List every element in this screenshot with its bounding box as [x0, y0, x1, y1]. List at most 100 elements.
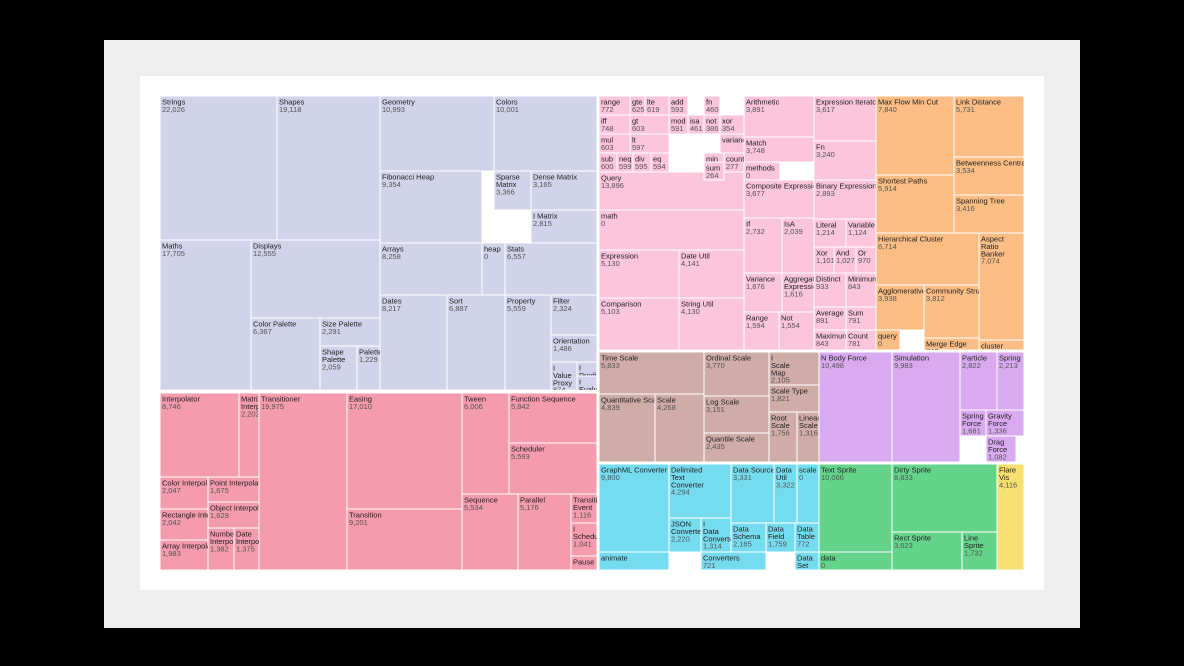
treemap-cell-util-stats[interactable]: Stats 6,557	[504, 242, 598, 296]
treemap-cell-query-maximum[interactable]: Maximum 843	[813, 329, 849, 351]
treemap-cell-cluster-spanning-tree[interactable]: Spanning Tree 3,416	[953, 194, 1025, 234]
treemap-cell-util-color-palette[interactable]: Color Palette 6,367	[250, 317, 321, 391]
treemap-cell-cluster-max-flow-min-cut[interactable]: Max Flow Min Cut 7,840	[875, 95, 955, 176]
treemap-cell-animate-point-interpolator[interactable]: Point Interpolator 1,675	[207, 476, 268, 503]
treemap-cell-animate-transition[interactable]: Transition 9,201	[346, 508, 463, 571]
treemap-cell-query-string-util[interactable]: String Util 4,130	[678, 297, 745, 351]
treemap-cell-util-dates[interactable]: Dates 8,217	[379, 294, 448, 391]
treemap-cell-util-orientation[interactable]: Orientation 1,486	[550, 334, 598, 363]
treemap-cell-scale-ordinal-scale[interactable]: Ordinal Scale 3,770	[703, 351, 770, 397]
treemap-cell-query-expression[interactable]: Expression 5,130	[598, 249, 680, 299]
treemap-cell-query-iff[interactable]: iff 748	[598, 114, 631, 135]
treemap-cell-query-aggregate-expression[interactable]: Aggregate Expression 1,616	[781, 272, 821, 313]
treemap-cell-animate-number-interpolator[interactable]: Number Interpolator 1,382	[207, 527, 248, 571]
treemap-cell-util-heap[interactable]: heap 0	[481, 242, 506, 296]
treemap-cell-animate-interpolator[interactable]: Interpolator 8,746	[159, 392, 240, 478]
treemap-cell-animate-sequence[interactable]: Sequence 5,534	[461, 493, 519, 571]
treemap-cell-query-binary-expression[interactable]: Binary Expression 2,893	[813, 179, 877, 220]
treemap-cell-query-if[interactable]: If 2,732	[743, 217, 783, 274]
treemap-cell-query-count[interactable]: count 277	[723, 152, 745, 173]
treemap-cell-data-data-set[interactable]: Data Set	[794, 551, 820, 571]
treemap-cell-query-arithmetic[interactable]: Arithmetic 3,891	[743, 95, 815, 138]
treemap-cell-query-range[interactable]: Range 1,594	[743, 311, 780, 351]
treemap-cell-query-and[interactable]: And 1,027	[833, 246, 857, 274]
treemap-cell-data-i-data-converter[interactable]: I Data Converter 1,314	[700, 517, 736, 553]
treemap-cell-physics-gravity-force[interactable]: Gravity Force 1,336	[985, 409, 1025, 437]
treemap-cell-cluster-link-distance[interactable]: Link Distance 5,731	[953, 95, 1025, 158]
treemap-cell-animate-array-interpolator[interactable]: Array Interpolator 1,983	[159, 539, 220, 571]
treemap-cell-data-data-schema[interactable]: Data Schema 2,165	[730, 522, 767, 553]
treemap-cell-query-neq[interactable]: neq 599	[616, 152, 634, 173]
treemap-cell-query-methods[interactable]: methods 0	[743, 161, 781, 181]
treemap-cell-scale-scale[interactable]: Scale 4,268	[654, 393, 705, 463]
treemap-cell-label-dirty-sprite[interactable]: Dirty Sprite 8,833	[891, 463, 998, 533]
treemap-cell-data-data-table[interactable]: Data Table 772	[794, 522, 820, 553]
treemap-cell-query-isa[interactable]: isa 461	[687, 114, 705, 135]
treemap-cell-physics-drag-force[interactable]: Drag Force 1,082	[985, 435, 1017, 463]
treemap-cell-data-delimited-text-converter[interactable]: Delimited Text Converter 4,294	[668, 463, 732, 519]
treemap-cell-cluster-query[interactable]: query 0	[875, 329, 901, 351]
treemap-cell-util-sparse-matrix[interactable]: Sparse Matrix 3,366	[493, 170, 532, 211]
treemap-cell-query-or[interactable]: Or 970	[855, 246, 877, 274]
treemap-cell-scale-log-scale[interactable]: Log Scale 3,151	[703, 395, 770, 434]
treemap-cell-scale-linear-scale[interactable]: Linear Scale 1,316	[796, 411, 820, 463]
treemap-cell-animate-parallel[interactable]: Parallel 5,176	[517, 493, 572, 571]
treemap-cell-cluster-betweenness-centrality[interactable]: Betweenness Centrality 3,534	[953, 156, 1035, 196]
treemap-cell-util-strings[interactable]: Strings 22,026	[159, 95, 278, 241]
treemap-cell-query-div[interactable]: div 595	[632, 152, 652, 173]
treemap-cell-animate-tween[interactable]: Tween 6,006	[461, 392, 510, 495]
treemap-cell-util-dense-matrix[interactable]: Dense Matrix 3,165	[530, 170, 598, 211]
treemap-cell-scale-root-scale[interactable]: Root Scale 1,756	[768, 411, 798, 463]
treemap-cell-label-rect-sprite[interactable]: Rect Sprite 3,623	[891, 531, 963, 571]
treemap-cell-util-property[interactable]: Property 5,559	[504, 294, 552, 391]
treemap-cell-physics-particle[interactable]: Particle 2,822	[959, 351, 998, 411]
treemap-cell-cluster-cluster[interactable]: cluster	[978, 339, 1025, 351]
treemap-cell-animate-i-schedulable[interactable]: I Schedulable 1,041	[570, 522, 614, 557]
treemap-cell-query-mod[interactable]: mod 591	[668, 114, 689, 135]
treemap-cell-cluster-shortest-paths[interactable]: Shortest Paths 5,914	[875, 174, 955, 234]
treemap-cell-physics-spring-force[interactable]: Spring Force 1,681	[959, 409, 987, 437]
treemap-cell-util-displays[interactable]: Displays 12,555	[250, 239, 381, 319]
treemap-cell-query-sub[interactable]: sub 600	[598, 152, 618, 173]
treemap-cell-animate-transitioner[interactable]: Transitioner 19,975	[258, 392, 348, 571]
treemap-cell-label-line-sprite[interactable]: Line Sprite 1,732	[961, 531, 998, 571]
treemap-cell-data-converters[interactable]: Converters 721	[700, 551, 767, 571]
treemap-cell-query-gte[interactable]: gte 625	[629, 95, 646, 116]
treemap-cell-scale-quantile-scale[interactable]: Quantile Scale 2,435	[703, 432, 770, 463]
treemap-cell-query-composite-expression[interactable]: Composite Expression 3,677	[743, 179, 821, 219]
treemap-cell-util-colors[interactable]: Colors 10,001	[493, 95, 598, 172]
treemap-cell-data-data-util[interactable]: Data Util 3,322	[773, 463, 798, 524]
treemap-cell-query-fn[interactable]: Fn 3,240	[813, 140, 877, 181]
treemap-cell-data-scale[interactable]: scale 0	[796, 463, 820, 524]
treemap-cell-util-fibonacci-heap[interactable]: Fibonacci Heap 9,354	[379, 170, 483, 244]
treemap-cell-util-shapes[interactable]: Shapes 19,118	[276, 95, 381, 241]
treemap-cell-util-palette[interactable]: Palette 1,229	[356, 345, 382, 391]
treemap-cell-animate-pause[interactable]: Pause	[570, 555, 598, 571]
treemap-cell-query-comparison[interactable]: Comparison 5,103	[598, 297, 680, 351]
treemap-cell-query-not[interactable]: Not 1,554	[778, 311, 815, 351]
treemap-cell-query-fn[interactable]: fn 460	[703, 95, 721, 116]
treemap-cell-animate-rectangle-interpolator[interactable]: Rectangle Interpolator 2,042	[159, 508, 236, 541]
treemap-cell-query-mul[interactable]: mul 603	[598, 133, 631, 154]
treemap-cell-util-i-evaluable[interactable]: IEvaluable335	[576, 375, 612, 401]
treemap-cell-util-filter[interactable]: Filter 2,324	[550, 294, 598, 336]
treemap-cell-physics-n-body-force[interactable]: N Body Force 10,498	[818, 351, 893, 463]
treemap-cell-query-range[interactable]: range 772	[598, 95, 631, 116]
treemap-cell-util-i-value-proxy[interactable]: I Value Proxy 874	[550, 361, 578, 395]
treemap-cell-animate-color-interpolator[interactable]: Color Interpolator 2,047	[159, 476, 220, 510]
treemap-cell-scale-i-scale-map[interactable]: I Scale Map 2,105	[768, 351, 820, 386]
treemap-cell-physics-simulation[interactable]: Simulation 9,983	[891, 351, 961, 463]
treemap-cell-label-data[interactable]: data 0	[818, 551, 893, 571]
treemap-cell-query-not[interactable]: not 386	[703, 114, 721, 135]
treemap-cell-data-data-source[interactable]: Data Source 3,331	[730, 463, 775, 524]
treemap-cell-query-isa[interactable]: IsA 2,039	[781, 217, 815, 274]
treemap-cell-util-sort[interactable]: Sort 6,887	[446, 294, 506, 391]
treemap-cell-scale-quantitative-scale[interactable]: Quantitative Scale 4,839	[598, 393, 662, 463]
treemap-cell-query-lt[interactable]: lt 597	[629, 133, 670, 154]
treemap-cell-util-maths[interactable]: Maths 17,705	[159, 239, 252, 391]
treemap-cell-query-date-util[interactable]: Date Util 4,141	[678, 249, 745, 299]
treemap-cell-cluster-aspect-ratio-banker[interactable]: Aspect Ratio Banker 7,074	[978, 232, 1025, 351]
treemap-cell-query-literal[interactable]: Literal 1,214	[813, 218, 847, 248]
treemap-cell-query-minimum[interactable]: Minimum 843	[845, 272, 878, 308]
treemap-cell-physics-spring[interactable]: Spring 2,213	[996, 351, 1025, 411]
